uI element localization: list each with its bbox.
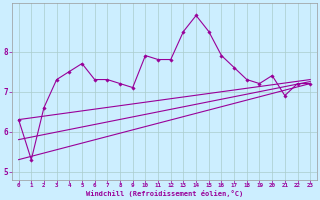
X-axis label: Windchill (Refroidissement éolien,°C): Windchill (Refroidissement éolien,°C): [86, 190, 243, 197]
